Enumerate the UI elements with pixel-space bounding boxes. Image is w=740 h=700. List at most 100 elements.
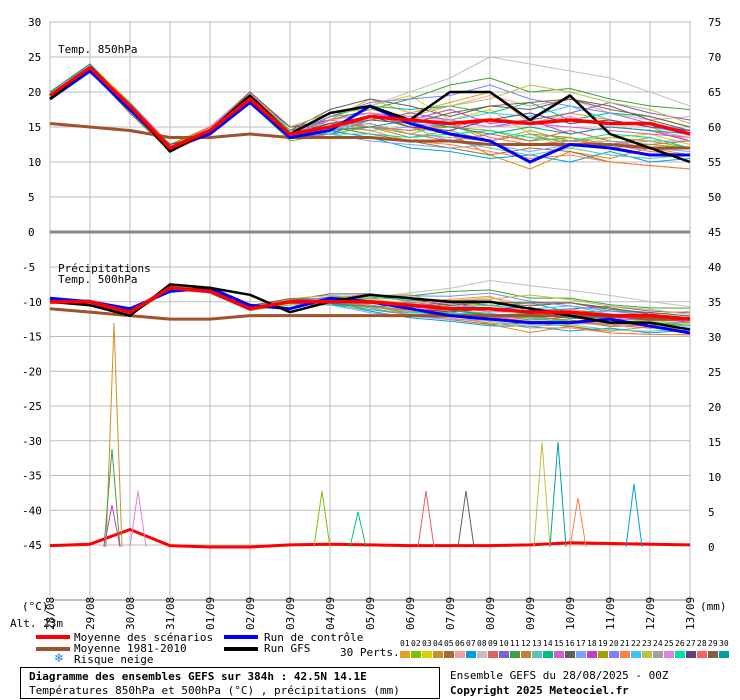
precip-peak-line [533,441,551,548]
upper-right-tick: 70 [708,51,721,64]
pert-swatch [664,651,674,658]
lower-left-tick: -45 [22,539,42,552]
pert-swatch [455,651,465,658]
pert-number: 05 [444,639,454,648]
pert-swatch [708,651,718,658]
pert-number: 02 [411,639,421,648]
precip-peak-line [129,490,147,548]
pert-swatch [433,651,443,658]
upper-left-tick: 10 [28,156,41,169]
upper-right-tick: 55 [708,156,721,169]
pert-swatch-row [400,649,730,658]
precip-peak-line [457,490,475,548]
precip-peak-line [103,504,121,548]
pert-number: 01 [400,639,410,648]
lower-left-tick: -30 [22,435,42,448]
pert-swatch [565,651,575,658]
pert-number: 17 [576,639,586,648]
lower-main-lines [49,283,691,335]
lower-right-tick: 20 [708,401,721,414]
legend-control-swatch [224,635,258,639]
footer-box: Diagramme des ensembles GEFS sur 384h : … [20,667,440,699]
date-tick-label: 28/08 [44,597,57,630]
legend-climo-swatch [36,647,70,651]
upper-left-tick: 5 [28,191,35,204]
pert-number: 09 [488,639,498,648]
pert-number: 12 [521,639,531,648]
upper-right-tick: 75 [708,16,721,29]
date-tick-label: 02/09 [244,597,257,630]
pert-number: 06 [455,639,465,648]
unit-right-label: (mm) [700,600,727,613]
lower-left-tick: -25 [22,400,42,413]
upper-right-tick: 45 [708,226,721,239]
pert-swatch [587,651,597,658]
pert-number: 13 [532,639,542,648]
footer-title: Diagramme des ensembles GEFS sur 384h : … [29,670,367,683]
pert-number: 11 [510,639,520,648]
upper-left-tick: 0 [28,226,35,239]
pert-swatch [466,651,476,658]
date-tick-label: 29/08 [84,597,97,630]
lower-left-tick: -35 [22,470,42,483]
pert-number: 19 [598,639,608,648]
lower-panel-subtitle: Temp. 500hPa [58,273,137,286]
lower-left-tick: -15 [22,331,42,344]
pert-number-row: 0102030405060708091011121314151617181920… [400,639,730,648]
upper-right-tick: 60 [708,121,721,134]
pert-swatch [499,651,509,658]
lower-right-tick: 40 [708,261,721,274]
precipitation-lines [49,322,691,549]
pert-number: 30 [719,639,729,648]
upper-left-tick: 25 [28,51,41,64]
pert-swatch [631,651,641,658]
upper-left-tick: 30 [28,16,41,29]
pert-number: 24 [653,639,663,648]
pert-number: 27 [686,639,696,648]
upper-main-lines [48,65,691,164]
date-tick-label: 11/09 [604,597,617,630]
pert-swatch [543,651,553,658]
lower-right-tick: 10 [708,471,721,484]
pert-swatch [675,651,685,658]
footer-subtitle: Températures 850hPa et 500hPa (°C) , pré… [29,684,400,697]
lower-left-tick: -10 [22,296,42,309]
legend-climo-label: Moyenne 1981-2010 [74,642,187,655]
pert-number: 15 [554,639,564,648]
snowflake-icon: ❄ [54,651,65,665]
pert-number: 28 [697,639,707,648]
run-info: Ensemble GEFS du 28/08/2025 - 00Z [450,669,669,682]
pert-number: 10 [499,639,509,648]
perts-label: 30 Perts. [340,646,400,659]
chart-axes: 30252015105075706560555045-5-10-15-20-25… [22,16,721,630]
precip-peak-line [569,497,587,548]
lower-right-tick: 30 [708,331,721,344]
pert-number: 03 [422,639,432,648]
pert-swatch [554,651,564,658]
precip-peak-line [105,322,123,548]
upper-left-tick: 15 [28,121,41,134]
date-tick-label: 07/09 [444,597,457,630]
date-tick-label: 03/09 [284,597,297,630]
pert-number: 29 [708,639,718,648]
pert-number: 16 [565,639,575,648]
pert-swatch [620,651,630,658]
lower-panel-title: Précipitations [58,262,151,275]
precip-peak-line [625,483,643,548]
precip-peak-line [349,511,367,548]
pert-number: 26 [675,639,685,648]
pert-number: 14 [543,639,553,648]
date-tick-label: 06/09 [404,597,417,630]
pert-number: 07 [466,639,476,648]
pert-swatch [521,651,531,658]
legend-gfs-swatch [224,647,258,651]
pert-swatch [422,651,432,658]
pert-swatch [400,651,410,658]
upper-right-tick: 65 [708,86,721,99]
legend-mean-swatch [36,635,70,639]
lower-right-tick: 15 [708,436,721,449]
pert-swatch [576,651,586,658]
precip-peak-line [417,490,435,548]
lower-left-tick: -20 [22,365,42,378]
pert-number: 21 [620,639,630,648]
